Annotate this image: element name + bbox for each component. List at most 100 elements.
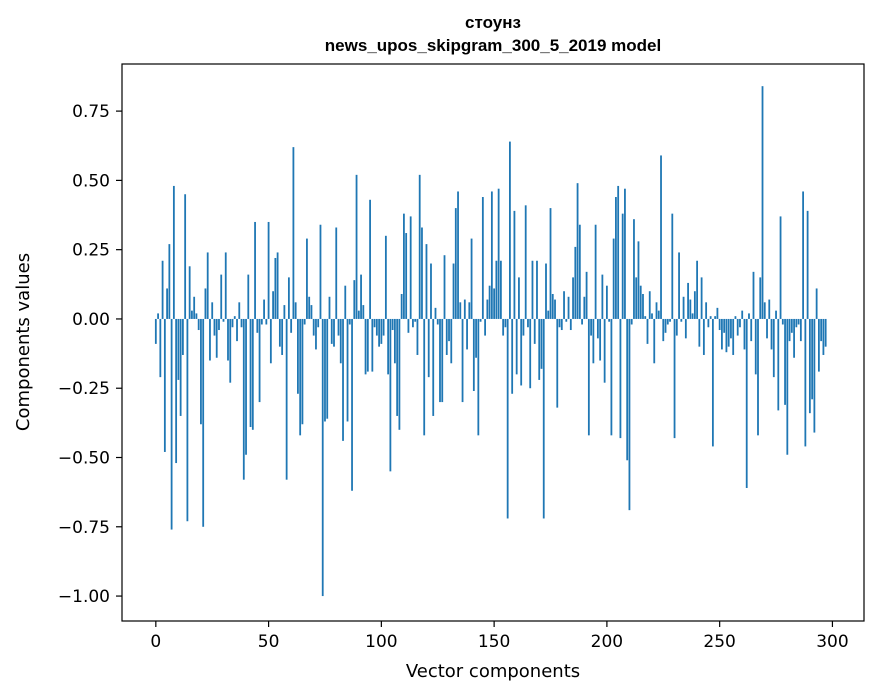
bar bbox=[299, 318, 302, 436]
bar bbox=[278, 318, 281, 347]
bar bbox=[414, 318, 417, 322]
bar bbox=[759, 277, 762, 319]
bar bbox=[206, 252, 209, 319]
bar bbox=[651, 313, 653, 319]
bar bbox=[254, 221, 256, 319]
bar bbox=[272, 291, 274, 319]
bar bbox=[730, 318, 732, 339]
bar bbox=[287, 277, 290, 319]
bar bbox=[556, 318, 559, 408]
bar bbox=[249, 318, 252, 428]
bar bbox=[303, 318, 306, 325]
bar bbox=[788, 318, 791, 342]
bar bbox=[784, 318, 786, 405]
bar bbox=[635, 277, 638, 319]
bar bbox=[743, 318, 746, 350]
bar bbox=[804, 318, 807, 447]
bar bbox=[263, 299, 265, 319]
bar bbox=[195, 313, 198, 319]
bar bbox=[362, 305, 365, 319]
bar bbox=[450, 318, 453, 364]
bar bbox=[396, 318, 399, 416]
bar bbox=[599, 318, 602, 361]
bar bbox=[159, 318, 162, 378]
bar bbox=[531, 260, 534, 319]
bar bbox=[822, 318, 825, 355]
bar bbox=[657, 310, 660, 319]
bar bbox=[612, 238, 615, 319]
bar bbox=[204, 288, 207, 319]
bar bbox=[321, 318, 324, 597]
bar bbox=[727, 318, 730, 347]
bar bbox=[628, 318, 631, 511]
bar bbox=[409, 216, 412, 319]
bar bbox=[696, 260, 698, 319]
bar bbox=[581, 318, 583, 325]
bar bbox=[558, 318, 561, 328]
x-tick-label: 50 bbox=[258, 632, 280, 652]
bar bbox=[624, 188, 626, 319]
chart-title: стоунз bbox=[465, 13, 521, 32]
bar bbox=[168, 244, 171, 319]
bar bbox=[702, 318, 705, 355]
bar bbox=[218, 318, 220, 331]
y-tick-label: −0.50 bbox=[58, 449, 110, 469]
bar bbox=[513, 210, 516, 319]
bar bbox=[506, 318, 509, 519]
bar bbox=[448, 318, 450, 342]
bar bbox=[820, 318, 823, 342]
bar bbox=[572, 277, 574, 319]
y-tick-label: 0.75 bbox=[72, 102, 110, 122]
bar bbox=[529, 318, 532, 389]
bar bbox=[445, 318, 448, 355]
bar bbox=[387, 318, 390, 375]
bar bbox=[457, 191, 459, 319]
bar bbox=[596, 318, 599, 339]
bar bbox=[400, 294, 403, 319]
bar bbox=[716, 307, 719, 319]
bar bbox=[490, 191, 493, 319]
bar bbox=[366, 318, 369, 372]
bar bbox=[608, 318, 611, 322]
bar bbox=[644, 316, 647, 319]
bar bbox=[475, 318, 477, 358]
bar bbox=[705, 302, 708, 319]
bar bbox=[486, 299, 489, 319]
bar bbox=[227, 318, 229, 361]
bar bbox=[637, 241, 640, 319]
bar bbox=[351, 318, 353, 491]
bar bbox=[421, 227, 423, 319]
bar bbox=[545, 263, 547, 319]
bar bbox=[770, 318, 773, 350]
bar bbox=[459, 302, 462, 319]
bar bbox=[292, 147, 295, 319]
bar bbox=[269, 318, 272, 364]
bar bbox=[576, 183, 579, 319]
bar bbox=[202, 318, 205, 527]
bar bbox=[605, 285, 608, 319]
bar bbox=[675, 318, 678, 336]
bar bbox=[499, 260, 502, 319]
bar bbox=[813, 318, 816, 433]
bar bbox=[527, 318, 529, 328]
bar bbox=[615, 197, 617, 319]
bar bbox=[761, 86, 764, 319]
bar bbox=[684, 318, 687, 339]
bar bbox=[795, 318, 798, 328]
chart-subtitle: news_upos_skipgram_300_5_2019 model bbox=[325, 36, 661, 55]
bar bbox=[398, 318, 401, 430]
bar bbox=[375, 318, 378, 336]
bar bbox=[772, 318, 775, 378]
bar bbox=[621, 213, 624, 319]
bar bbox=[423, 318, 426, 436]
bar bbox=[434, 307, 437, 319]
bar bbox=[673, 318, 676, 439]
bar bbox=[766, 318, 768, 339]
bar bbox=[732, 318, 735, 355]
y-tick-label: 0.00 bbox=[72, 310, 110, 330]
bar bbox=[777, 318, 780, 411]
y-tick-label: −0.75 bbox=[58, 518, 110, 538]
bar bbox=[193, 296, 196, 319]
bar bbox=[734, 316, 737, 319]
